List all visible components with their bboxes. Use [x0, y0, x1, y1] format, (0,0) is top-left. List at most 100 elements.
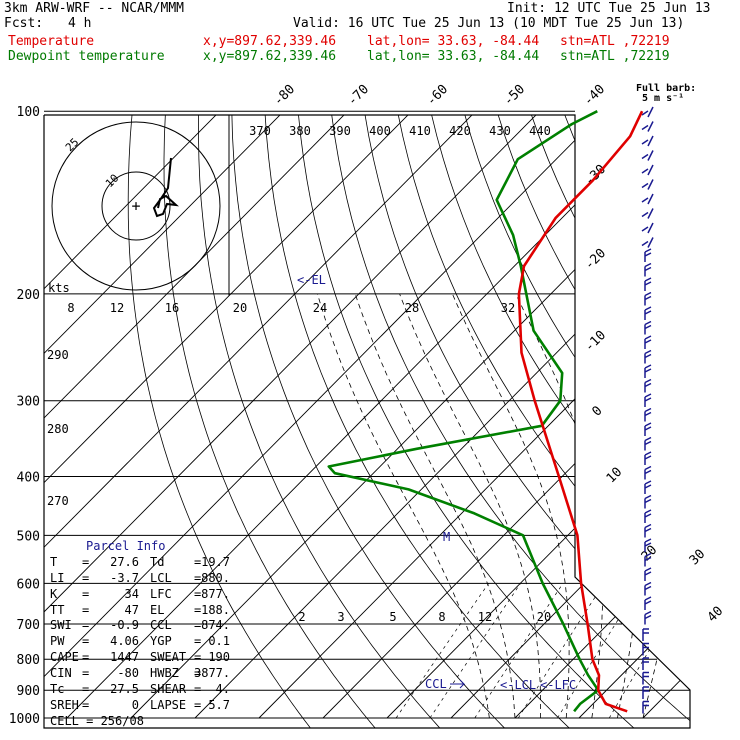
- hodograph-speed-label: 28: [405, 301, 419, 315]
- wind-barb: [641, 150, 654, 161]
- isotherm-line: [194, 115, 690, 719]
- wind-barb: [641, 193, 654, 205]
- equals-sign: =: [194, 586, 202, 601]
- equals-sign: =: [82, 618, 90, 633]
- model-title: 3km ARW-WRF -- NCAR/MMM: [4, 1, 185, 16]
- parcel-key-k1: K: [50, 586, 58, 601]
- isotherm-line: [66, 115, 669, 719]
- wind-barb: [644, 480, 652, 494]
- wind-barb: [644, 509, 652, 523]
- m-label: M: [443, 530, 450, 544]
- isotherm-line: [44, 115, 477, 719]
- parcel-info-row: CAPE = 1447 SWEAT = 190: [44, 650, 230, 666]
- equals-sign: =: [194, 634, 202, 649]
- parcel-info-row: PW = 4.06 YGP = 0.1: [44, 634, 230, 650]
- dry-adiabat-line: [364, 115, 690, 728]
- lcl-label: <-LCL: [500, 678, 536, 692]
- parcel-key-k2: HWBZ: [150, 666, 179, 681]
- parcel-value-v2: 877.: [201, 586, 230, 601]
- wind-barb: [644, 349, 652, 364]
- parcel-info-row: CIN = -80 HWBZ = 3877.: [44, 666, 230, 682]
- parcel-value-v1: 27.5: [110, 682, 139, 697]
- parcel-value-v2: 0.1: [208, 634, 230, 649]
- hodograph-ring-label: 25: [63, 136, 82, 155]
- parcel-key-k2: SHEAR: [150, 682, 187, 697]
- wind-barb: [644, 451, 652, 465]
- temperature-profile-line: [517, 110, 644, 713]
- dry-adiabat-line: [264, 115, 573, 728]
- hodograph-speed-label: 8: [67, 301, 74, 315]
- parcel-key-k1: Tc: [50, 682, 65, 697]
- hodograph-unit: kts: [48, 281, 70, 295]
- theta-side-label: 270: [47, 494, 69, 508]
- moist-adiabat-line: [642, 293, 690, 719]
- parcel-value-v1: 47: [124, 602, 139, 617]
- mixing-ratio-label: 3: [337, 610, 344, 624]
- parcel-key-k1: PW: [50, 634, 65, 649]
- parcel-key-k1: SWI: [50, 618, 72, 633]
- moist-adiabat-line: [399, 293, 541, 718]
- wind-barb: [644, 320, 652, 335]
- parcel-key-k1: CAPE: [50, 650, 79, 665]
- parcel-info-row: SREH = 0 LAPSE = 5.7: [44, 698, 230, 714]
- equals-sign: =: [194, 682, 202, 697]
- full-barb-unit: 5 m s⁻¹: [642, 93, 685, 104]
- parcel-key-k1: TT: [50, 602, 65, 617]
- dry-adiabat-line: [729, 111, 740, 731]
- temperature-tick-label: -80: [271, 82, 298, 109]
- wind-barb: [644, 523, 652, 538]
- mixing-ratio-label: 12: [478, 610, 492, 624]
- equals-sign: =: [194, 554, 202, 569]
- moist-adiabat-line: [452, 293, 570, 719]
- wind-barb: [644, 291, 652, 306]
- pressure-label: 500: [17, 529, 40, 544]
- parcel-info-panel: Parcel Info T = 27.6 Td = 19.7 LI = -3.7 LCL = 880.…: [44, 539, 230, 735]
- parcel-key-k1: T: [50, 554, 58, 569]
- cell-motion: CELL = 256/08: [50, 713, 144, 728]
- forecast-hour: 4 h: [68, 16, 92, 31]
- wind-barb: [641, 106, 654, 118]
- init-time: Init: 12 UTC Tue 25 Jun 13: [507, 1, 711, 16]
- equals-sign: =: [82, 682, 90, 697]
- dry-adiabat-line: [430, 115, 690, 728]
- equals-sign: =: [82, 586, 90, 601]
- isotherm-line: [258, 115, 690, 719]
- mixing-ratio-label: 20: [537, 610, 551, 624]
- pressure-label: 300: [17, 395, 40, 410]
- wind-barb: [641, 135, 654, 147]
- moist-adiabat-line: [317, 293, 490, 719]
- plot-frame: [43, 114, 691, 729]
- dewpoint-latlon: lat,lon= 33.63, -84.44: [367, 49, 540, 64]
- equals-sign: =: [194, 650, 202, 665]
- equals-sign: =: [82, 650, 90, 665]
- wind-barb: [642, 642, 649, 656]
- equals-sign: =: [82, 602, 90, 617]
- temperature-tick-label: -60: [424, 82, 451, 109]
- parcel-value-v1: 34: [124, 586, 139, 601]
- wind-barb: [644, 494, 652, 509]
- isotherm-line: [44, 115, 221, 719]
- pressure-label: 400: [17, 471, 40, 486]
- wind-barb: [644, 262, 652, 277]
- hodograph-ring-label: 10: [103, 172, 122, 191]
- wind-barb: [644, 567, 652, 581]
- temperature-tick-label: -40: [581, 82, 608, 109]
- theta-tick-label: 420: [449, 124, 471, 138]
- wind-barb: [641, 164, 654, 176]
- pressure-label: 700: [17, 618, 40, 633]
- temperature-tick-label: 10: [604, 465, 626, 487]
- wind-barb: [641, 208, 654, 219]
- mixing-ratio-label: 8: [438, 610, 445, 624]
- temperature-tick-label: -70: [345, 82, 372, 109]
- dry-adiabat-line: [231, 115, 508, 728]
- moist-adiabat-line: [590, 293, 644, 719]
- parcel-info-row: TT = 47 EL = 188.: [44, 603, 230, 619]
- equals-sign: =: [82, 554, 90, 569]
- parcel-key-k2: YGP: [150, 634, 172, 649]
- parcel-info-row: LI = -3.7 LCL = 880.: [44, 571, 230, 587]
- parcel-value-v2: 190: [208, 650, 230, 665]
- parcel-value-v1: 27.6: [110, 554, 139, 569]
- parcel-value-v1: 0: [131, 697, 139, 712]
- parcel-info-row: SWI = -0.9 CCL = 874.: [44, 618, 230, 634]
